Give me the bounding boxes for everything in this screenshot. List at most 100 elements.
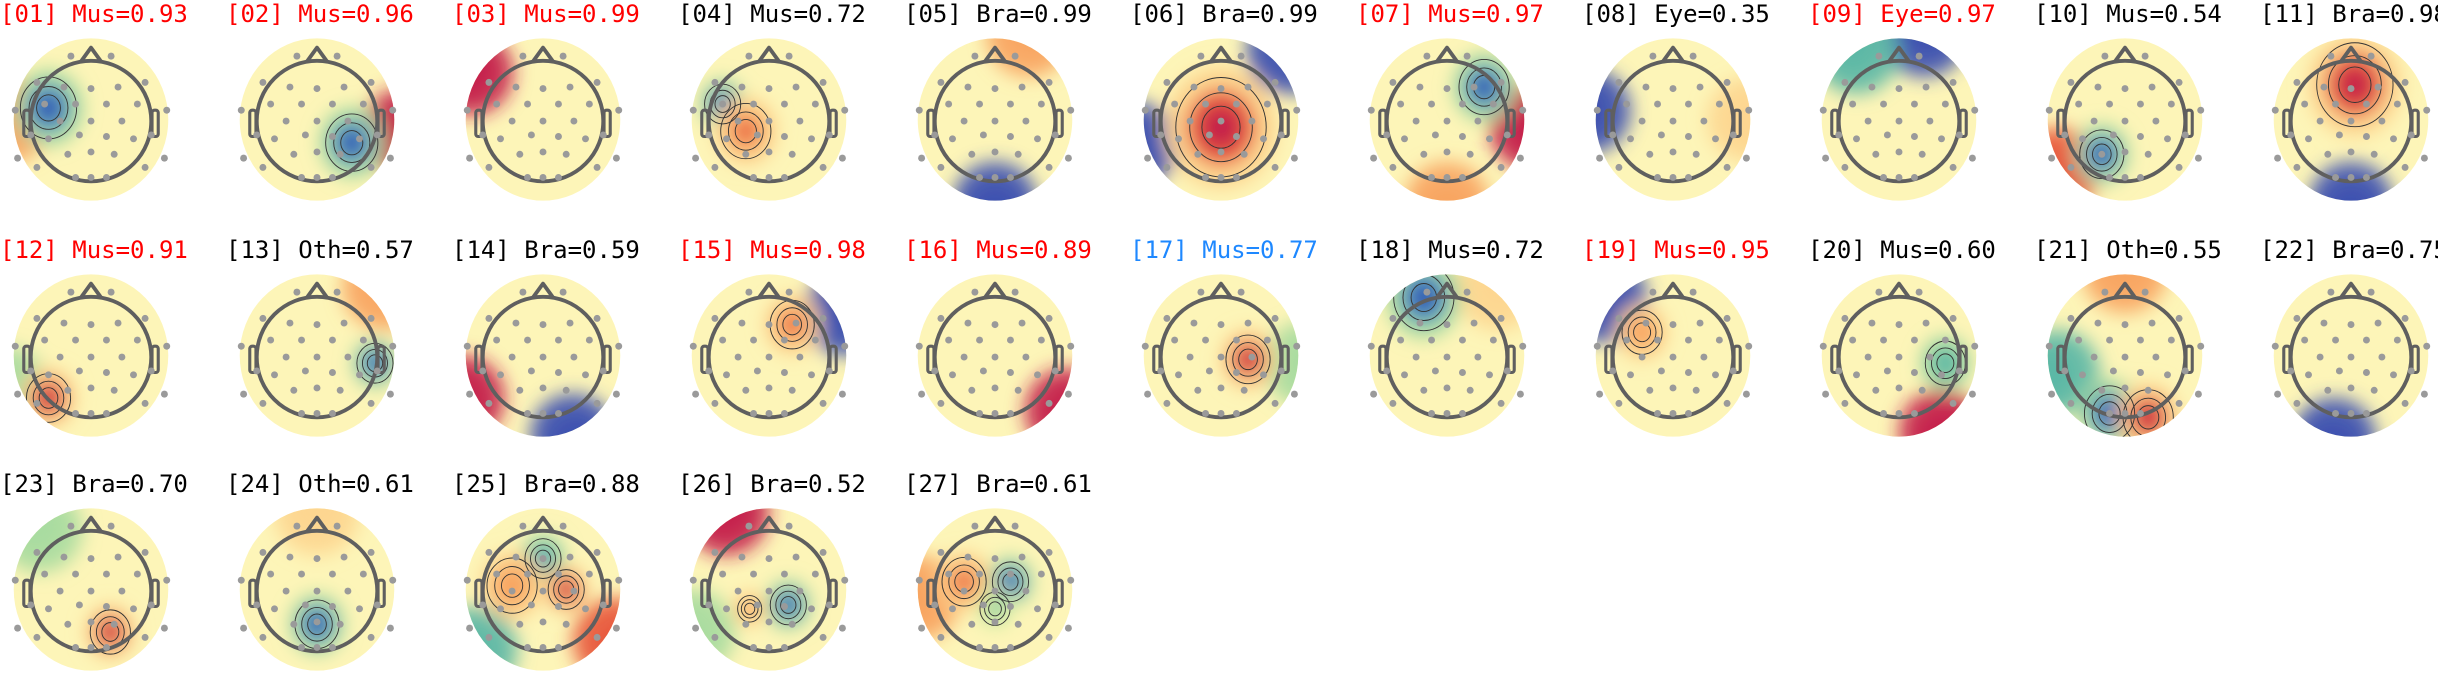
electrode-dot xyxy=(147,601,155,609)
left-ear-icon xyxy=(1830,344,1840,375)
electrode-dot xyxy=(738,319,746,327)
electrode-dot xyxy=(463,576,471,584)
electrode-dot xyxy=(1370,390,1378,398)
electrode-dot xyxy=(1729,367,1737,375)
electrode-dot xyxy=(1244,319,1252,327)
electrode-dot xyxy=(1034,135,1041,143)
electrode-dot xyxy=(336,150,344,158)
electrode-dot xyxy=(2152,117,2160,125)
electrode-dot xyxy=(719,570,727,578)
electrode-dot xyxy=(593,314,601,322)
electrode-dot xyxy=(1684,409,1692,417)
electrode-dot xyxy=(1895,409,1903,417)
electrode-dot xyxy=(1064,624,1072,632)
electrode-dot xyxy=(1217,173,1225,181)
electrode-dot xyxy=(301,131,309,139)
electrode-dot xyxy=(493,336,501,344)
electrode-dot xyxy=(1841,399,1849,407)
electrode-dot xyxy=(785,288,793,296)
electrode-dot xyxy=(539,353,547,361)
electrode-dot xyxy=(1669,148,1677,156)
right-ear-icon xyxy=(828,344,838,375)
topomap xyxy=(11,38,171,201)
electrode-dot xyxy=(1144,154,1152,162)
electrode-dot xyxy=(915,342,923,350)
electrode-dot xyxy=(1835,367,1843,375)
electrode-dot xyxy=(240,154,248,162)
electrode-dot xyxy=(2401,78,2409,86)
electrode-dot xyxy=(1458,173,1466,181)
electrode-dot xyxy=(811,336,819,344)
nose-icon xyxy=(2113,45,2137,63)
electrode-dot xyxy=(554,603,562,610)
electrode-dot xyxy=(2175,314,2183,322)
electrode-dot xyxy=(237,576,245,584)
electrode-dot xyxy=(1420,386,1428,394)
electrode-dot xyxy=(723,605,730,613)
electrode-dot xyxy=(2367,52,2375,60)
electrode-dot xyxy=(240,390,248,398)
electrode-dot xyxy=(1051,601,1059,609)
left-ear-icon xyxy=(700,108,710,139)
electrode-dot xyxy=(1895,117,1903,125)
electrode-dot xyxy=(14,390,22,398)
electrode-dot xyxy=(87,587,95,595)
electrode-dot xyxy=(1428,100,1436,108)
electrode-dot xyxy=(1615,163,1623,171)
electrode-dot xyxy=(336,620,344,628)
electrode-dot xyxy=(1723,399,1731,407)
electrode-dot xyxy=(1263,336,1271,344)
electrode-dot xyxy=(719,100,727,108)
electrode-dot xyxy=(976,100,984,108)
component-cell-10: [10] Mus=0.54 xyxy=(2034,0,2260,230)
electrode-dot xyxy=(1443,321,1451,329)
component-cell-21: [21] Oth=0.55 xyxy=(2034,236,2260,466)
electrode-dot xyxy=(1022,353,1030,361)
electrode-dot xyxy=(130,135,137,143)
electrode-dot xyxy=(147,131,155,139)
nose-icon xyxy=(531,515,555,533)
electrode-dot xyxy=(344,117,352,125)
electrode-dot xyxy=(2101,288,2109,296)
electrode-dot xyxy=(1271,314,1279,322)
electrode-dot xyxy=(14,154,22,162)
electrode-dot xyxy=(1955,367,1963,375)
electrode-dot xyxy=(1205,131,1213,139)
left-ear-icon xyxy=(1152,108,1162,139)
electrode-dot xyxy=(612,624,620,632)
electrode-dot xyxy=(745,52,753,60)
electrode-dot xyxy=(593,548,601,556)
electrode-dot xyxy=(765,117,773,125)
electrode-dot xyxy=(2370,150,2378,158)
electrode-dot xyxy=(160,154,168,162)
component-label: [21] Oth=0.55 xyxy=(2034,236,2222,264)
electrode-dot xyxy=(554,643,562,651)
electrode-dot xyxy=(1915,288,1923,296)
electrode-dot xyxy=(554,133,562,140)
electrode-dot xyxy=(1034,605,1041,613)
electrode-dot xyxy=(918,390,926,398)
electrode-dot xyxy=(1045,314,1053,322)
electrode-dot xyxy=(1955,131,1963,139)
electrode-dot xyxy=(750,173,758,181)
electrode-dot xyxy=(1383,131,1391,139)
component-cell-19: [19] Mus=0.95 xyxy=(1582,236,1808,466)
electrode-dot xyxy=(1175,371,1182,379)
electrode-dot xyxy=(2141,52,2149,60)
electrode-dot xyxy=(102,100,110,108)
component-cell-17: [17] Mus=0.77 xyxy=(1130,236,1356,466)
component-cell-24: [24] Oth=0.61 xyxy=(226,470,452,700)
electrode-dot xyxy=(1205,367,1213,375)
electrode-dot xyxy=(33,548,41,556)
electrode-dot xyxy=(705,131,713,139)
electrode-dot xyxy=(945,336,953,344)
electrode-dot xyxy=(1895,85,1903,93)
electrode-dot xyxy=(1171,336,1179,344)
electrode-dot xyxy=(328,603,336,610)
electrode-dot xyxy=(753,131,761,139)
electrode-dot xyxy=(612,154,620,162)
electrode-dot xyxy=(313,173,321,181)
electrode-dot xyxy=(2136,100,2144,108)
topomap xyxy=(915,38,1075,201)
electrode-dot xyxy=(1910,336,1918,344)
